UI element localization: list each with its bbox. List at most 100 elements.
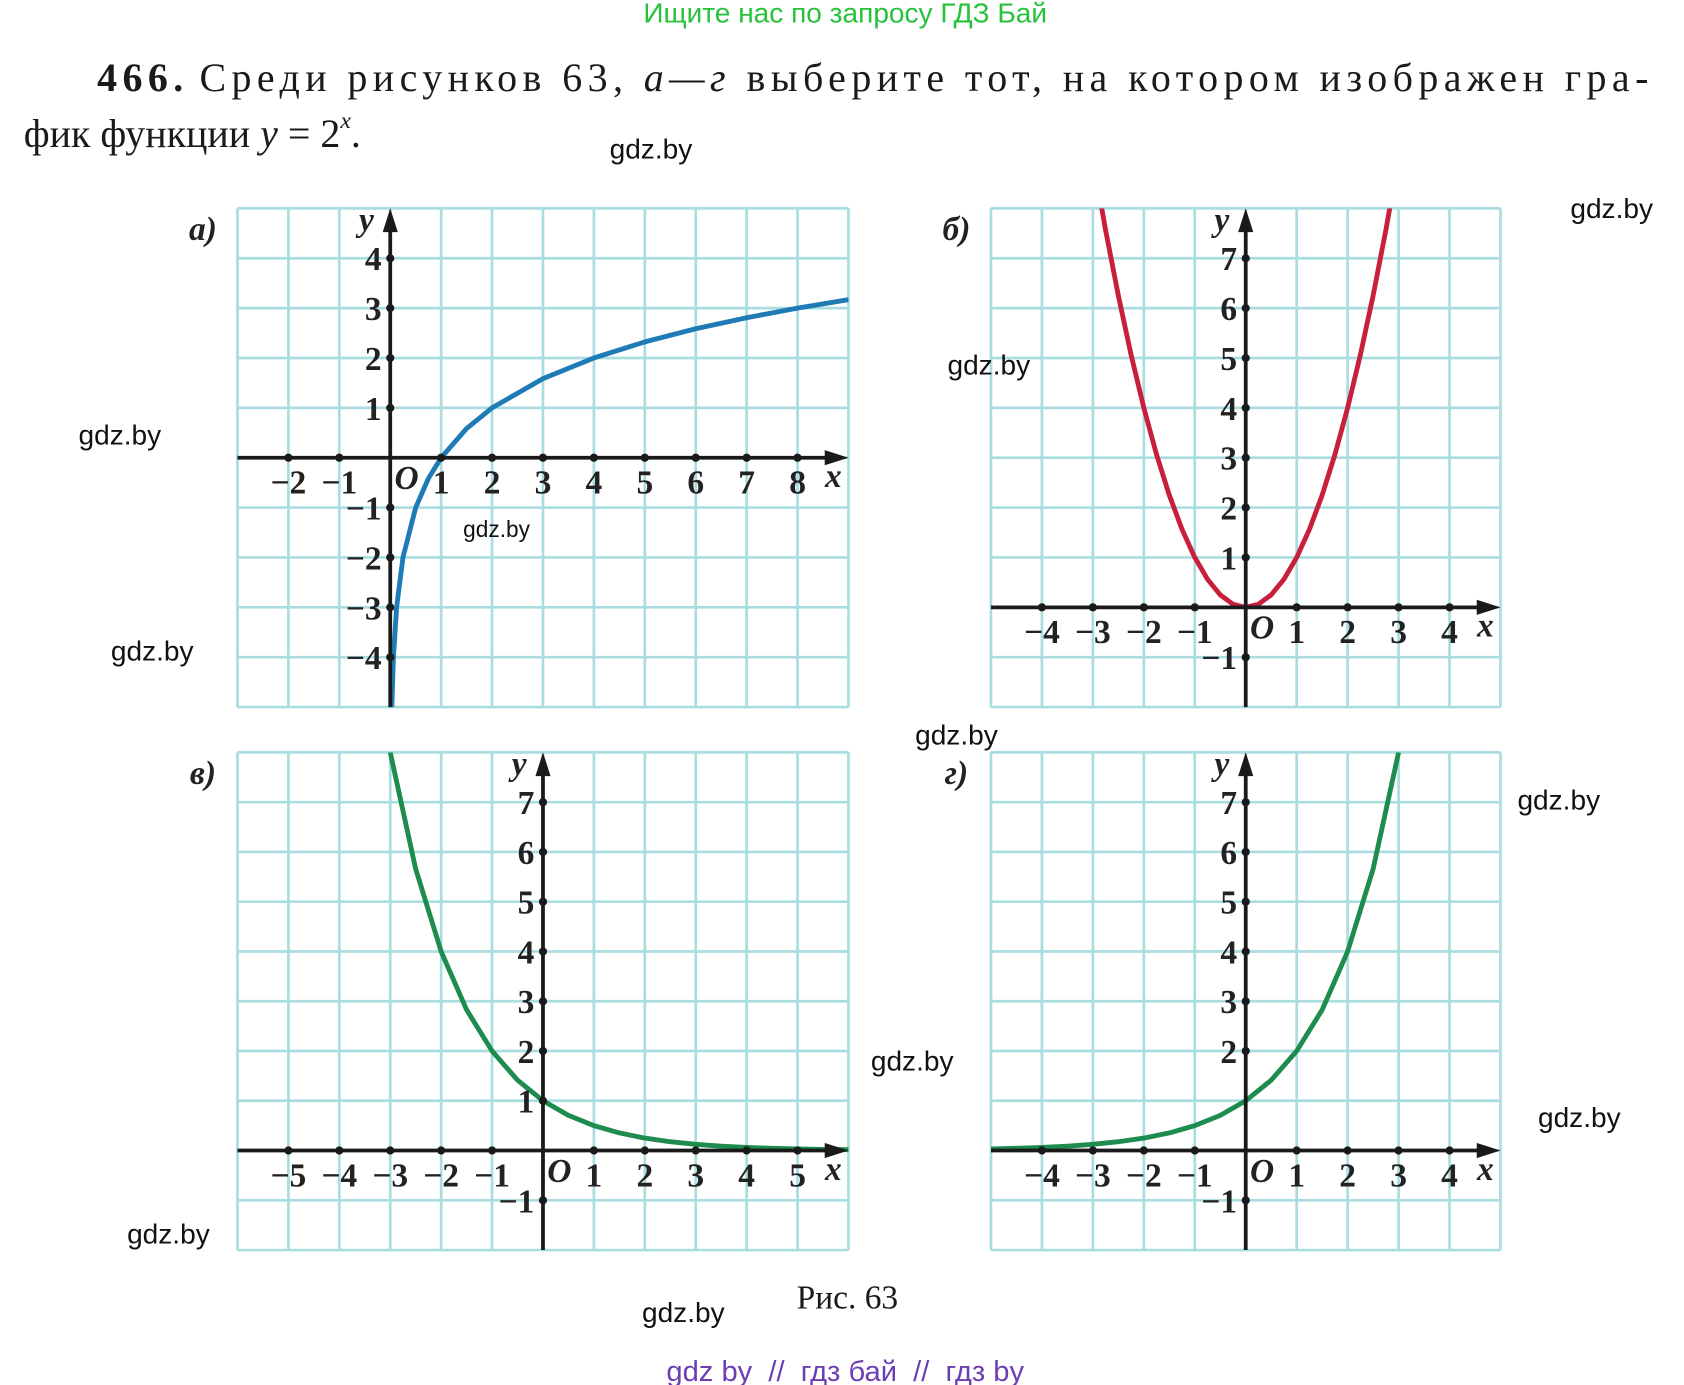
x-tick-label: −1 <box>474 1157 510 1194</box>
y-tick-label: 1 <box>365 391 382 428</box>
tick-mark <box>1139 1146 1148 1155</box>
y-tick-label: −3 <box>346 590 382 627</box>
origin-label: O <box>1250 610 1274 647</box>
y-arrow <box>382 208 398 233</box>
x-tick-label: 3 <box>1390 614 1407 651</box>
tick-mark <box>1292 603 1301 612</box>
watermark: gdz.by <box>610 134 693 165</box>
y-tick-label: 6 <box>1220 291 1237 328</box>
x-tick-label: 3 <box>1390 1157 1407 1194</box>
tick-mark <box>437 453 446 462</box>
tick-mark <box>1241 1046 1250 1056</box>
x-tick-label: 4 <box>738 1157 755 1194</box>
x-tick-label: −3 <box>372 1157 408 1194</box>
tick-mark <box>1241 798 1250 807</box>
x-axis-label: x <box>1476 608 1494 645</box>
curve <box>387 752 849 1153</box>
y-tick-label: 4 <box>1220 391 1237 428</box>
y-tick-label: 6 <box>1220 835 1237 872</box>
tick-mark <box>538 897 548 906</box>
x-tick-label: 4 <box>1441 1157 1458 1194</box>
x-tick-label: 1 <box>1288 614 1305 651</box>
tick-mark <box>1241 997 1250 1006</box>
tick-mark <box>1241 847 1250 857</box>
watermark: gdz.by <box>1517 784 1600 815</box>
watermark: gdz.by <box>1570 193 1653 224</box>
y-tick-label: 3 <box>1220 441 1237 478</box>
y-tick-label: 7 <box>518 785 535 822</box>
tick-mark <box>1241 403 1250 412</box>
x-tick-label: −1 <box>321 464 357 501</box>
tick-mark <box>386 303 395 313</box>
watermark: gdz.by <box>642 1297 725 1328</box>
y-tick-label: 2 <box>1220 491 1237 528</box>
tick-mark <box>589 1146 598 1155</box>
tick-mark <box>1241 303 1250 313</box>
panel-label: в) <box>190 755 216 792</box>
tick-mark <box>1241 947 1250 956</box>
x-tick-label: 5 <box>789 1157 806 1194</box>
tick-mark <box>1343 1146 1352 1155</box>
tick-mark <box>538 1096 548 1105</box>
text: = 2 <box>278 111 340 156</box>
tick-mark <box>691 1146 700 1155</box>
tick-mark <box>1292 1146 1301 1155</box>
tick-mark <box>793 453 802 462</box>
x-tick-label: 3 <box>687 1157 704 1194</box>
x-tick-label: 4 <box>586 464 603 501</box>
x-axis-label: x <box>824 458 842 495</box>
watermark: gdz.by <box>871 1046 954 1077</box>
y-tick-label: −1 <box>1201 1183 1237 1220</box>
y-tick-label: −1 <box>346 491 382 528</box>
problem-line: фик функции y = 2x. <box>24 109 361 157</box>
problem-line: 466. Среди рисунков 63, а—г выберите тот,… <box>97 55 1648 100</box>
y-tick-label: −4 <box>346 640 382 677</box>
caption: Рис. 63 <box>797 1279 899 1316</box>
tick-mark <box>1445 603 1454 612</box>
y-tick-label: −1 <box>1201 640 1237 677</box>
tick-mark <box>335 453 344 462</box>
tick-mark <box>538 847 548 857</box>
x-tick-label: −4 <box>1024 614 1060 651</box>
tick-mark <box>487 1146 497 1155</box>
tick-mark <box>1394 1146 1403 1155</box>
origin-label: O <box>547 1153 571 1190</box>
tick-mark <box>1037 1146 1047 1155</box>
text: а—г <box>644 55 726 100</box>
x-tick-label: 4 <box>1441 614 1458 651</box>
tick-mark <box>386 653 395 662</box>
tick-mark <box>538 453 548 462</box>
y-tick-label: 2 <box>365 341 382 378</box>
watermark: gdz.by <box>947 349 1030 380</box>
tick-mark <box>1241 353 1250 363</box>
panel-label: г) <box>945 755 969 792</box>
x-tick-label: −2 <box>271 464 307 501</box>
watermark: gdz.by <box>79 420 162 451</box>
x-tick-label: −5 <box>271 1157 307 1194</box>
tick-mark <box>691 453 700 462</box>
tick-mark <box>1241 897 1250 906</box>
y-arrow <box>1238 208 1254 233</box>
tick-mark <box>1037 603 1047 612</box>
y-tick-label: 5 <box>518 885 535 922</box>
y-tick-label: 3 <box>365 291 382 328</box>
x-tick-label: −3 <box>1075 614 1111 651</box>
watermark: gdz.by <box>463 516 530 542</box>
x-tick-label: 2 <box>1339 1157 1356 1194</box>
x-tick-label: 8 <box>789 464 806 501</box>
tick-mark <box>1343 603 1352 612</box>
tick-mark <box>1139 603 1148 612</box>
tick-mark <box>437 1146 446 1155</box>
watermark: gdz.by <box>127 1218 210 1249</box>
text: фик функции <box>24 111 260 156</box>
x-tick-label: 5 <box>636 464 653 501</box>
tick-mark <box>1190 603 1199 612</box>
tick-mark <box>284 1146 293 1155</box>
curve <box>990 752 1401 1152</box>
y-tick-label: 2 <box>518 1034 535 1071</box>
tick-mark <box>1088 1146 1097 1155</box>
y-tick-label: 5 <box>1220 885 1237 922</box>
panel-label: б) <box>943 211 971 248</box>
tick-mark <box>742 1146 751 1155</box>
